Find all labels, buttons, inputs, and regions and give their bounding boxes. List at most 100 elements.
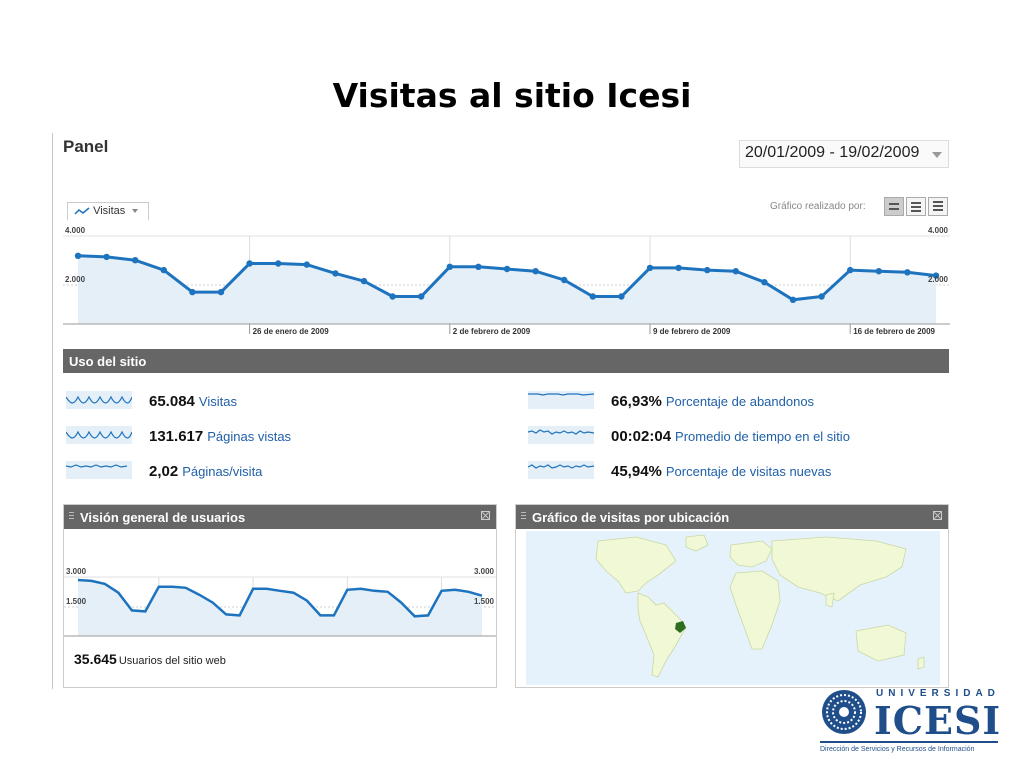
chevron-down-icon: [132, 209, 139, 214]
data-point: [818, 293, 825, 300]
date-range-selector[interactable]: 20/01/2009 - 19/02/2009: [739, 140, 949, 168]
data-point: [532, 268, 539, 275]
x-tick-label: 26 de enero de 2009: [253, 327, 330, 336]
sparkline-icon: [66, 426, 132, 444]
data-point: [761, 279, 768, 286]
stat-label: Páginas/visita: [182, 464, 263, 479]
stat-label: Páginas vistas: [207, 429, 292, 444]
stat-label: Porcentaje de visitas nuevas: [665, 464, 832, 479]
view-week-button[interactable]: [906, 197, 926, 216]
data-point: [189, 288, 196, 296]
logo-tagline: Dirección de Servicios y Recursos de Inf…: [820, 741, 998, 753]
x-tick-label: 2 de febrero de 2009: [453, 327, 531, 336]
data-point: [418, 293, 425, 300]
data-point: [789, 296, 797, 303]
data-point: [704, 266, 711, 274]
metric-selector-tab[interactable]: Visitas: [67, 202, 149, 220]
logo-name: ICESI: [874, 698, 1002, 743]
area-fill: [78, 580, 482, 636]
data-point: [618, 293, 625, 300]
data-point: [646, 264, 654, 272]
map-widget-title: Gráfico de visitas por ubicación: [532, 510, 730, 525]
stat-label: Promedio de tiempo en el sitio: [675, 429, 850, 444]
sparkline-icon: [66, 391, 132, 409]
users-trend-chart: 3.000 3.000 1.500 1.500: [64, 567, 496, 637]
users-overview-widget: Visión general de usuarios 3.000 3.000 1.5…: [63, 504, 497, 688]
chevron-down-icon: [932, 152, 942, 158]
y-tick-label: 4.000: [65, 226, 86, 235]
map-widget: Gráfico de visitas por ubicación: [515, 504, 949, 688]
close-icon[interactable]: [933, 511, 942, 520]
drag-handle-icon[interactable]: [69, 512, 74, 521]
stat-value: 2,02: [149, 463, 179, 480]
slide-title: Visitas al sitio Icesi: [332, 76, 692, 115]
visits-trend-chart: 4.000 4.000 2.000 2.000 26 de enero de 2009 2…: [63, 226, 950, 336]
date-range-label: 20/01/2009 - 19/02/2009: [745, 144, 920, 161]
y-tick-label: 1.500: [66, 597, 87, 606]
page-title: Panel: [63, 137, 109, 156]
stat-value: 45,94%: [611, 463, 662, 480]
x-tick-label: 16 de febrero de 2009: [853, 327, 935, 336]
y-tick-label: 3.000: [474, 567, 495, 576]
university-emblem-icon: [822, 690, 866, 734]
stat-label: Visitas: [198, 394, 237, 409]
view-month-button[interactable]: [928, 197, 948, 216]
site-usage-header: Uso del sitio: [63, 349, 949, 373]
graph-by-label: Gráfico realizado por:: [770, 201, 866, 212]
users-widget-header[interactable]: Visión general de usuarios: [64, 505, 496, 529]
y-tick-label: 4.000: [928, 226, 949, 235]
x-tick-label: 9 de febrero de 2009: [653, 327, 731, 336]
university-logo: UNIVERSIDAD ICESI Dirección de Servicios…: [818, 686, 1000, 756]
panel-border: [52, 133, 53, 689]
area-fill: [78, 255, 936, 324]
data-point: [389, 293, 396, 300]
data-point: [160, 266, 167, 274]
sparkline-icon: [528, 391, 594, 409]
data-point: [503, 265, 511, 273]
sparkline-icon: [66, 461, 132, 479]
series-line: [77, 578, 483, 618]
data-point: [217, 288, 225, 296]
users-widget-title: Visión general de usuarios: [80, 510, 246, 525]
y-tick-label: 2.000: [928, 275, 949, 284]
stat-value: 66,93%: [611, 393, 662, 410]
data-point: [74, 252, 82, 259]
logo-university-text: UNIVERSIDAD: [876, 688, 1000, 699]
y-tick-label: 3.000: [66, 567, 87, 576]
sparkline-icon: [528, 426, 594, 444]
view-day-button[interactable]: [884, 197, 904, 216]
data-point: [360, 277, 368, 285]
close-icon[interactable]: [481, 511, 490, 520]
data-point: [675, 264, 682, 272]
data-point: [446, 263, 453, 270]
data-point: [561, 276, 568, 284]
data-point: [847, 266, 854, 274]
y-tick-label: 2.000: [65, 275, 86, 284]
data-point: [904, 269, 911, 276]
metric-selector-label: Visitas: [93, 205, 126, 217]
map-widget-header[interactable]: Gráfico de visitas por ubicación: [516, 505, 948, 529]
data-point: [103, 253, 110, 261]
data-point: [246, 260, 253, 267]
data-point: [875, 268, 882, 275]
y-tick-label: 1.500: [474, 597, 495, 606]
line-chart-icon: [74, 207, 90, 215]
data-point: [332, 270, 339, 277]
stat-value: 131.617: [149, 428, 204, 445]
stat-value: 65.084: [149, 393, 195, 410]
users-total-value: 35.645: [74, 651, 117, 667]
drag-handle-icon[interactable]: [521, 512, 526, 521]
data-point: [303, 261, 310, 268]
users-total-label: Usuarios del sitio web: [118, 655, 226, 667]
data-point: [132, 257, 139, 264]
data-point: [275, 260, 282, 267]
world-map[interactable]: [526, 531, 940, 685]
data-point: [932, 272, 940, 279]
data-point: [732, 268, 739, 275]
users-total: 35.645 Usuarios del sitio web: [74, 651, 226, 667]
stat-label: Porcentaje de abandonos: [665, 394, 815, 409]
sparkline-icon: [528, 461, 594, 479]
stat-value: 00:02:04: [611, 428, 672, 445]
data-point: [475, 263, 482, 270]
data-point: [589, 293, 596, 300]
